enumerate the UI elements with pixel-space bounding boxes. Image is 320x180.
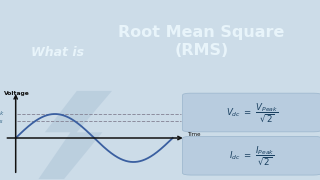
- Text: Voltage: Voltage: [4, 91, 30, 96]
- Text: $I_{dc}\ =\ \dfrac{I_{Peak}}{\sqrt{2}}$: $I_{dc}\ =\ \dfrac{I_{Peak}}{\sqrt{2}}$: [229, 144, 275, 167]
- FancyBboxPatch shape: [182, 93, 320, 132]
- Text: Time: Time: [187, 132, 200, 137]
- Text: rms: rms: [0, 118, 4, 123]
- Text: Root Mean Square
(RMS): Root Mean Square (RMS): [118, 25, 285, 58]
- Text: What is: What is: [31, 46, 84, 59]
- FancyBboxPatch shape: [182, 136, 320, 175]
- Polygon shape: [38, 91, 112, 179]
- Text: $V_{dc}\ =\ \dfrac{V_{Peak}}{\sqrt{2}}$: $V_{dc}\ =\ \dfrac{V_{Peak}}{\sqrt{2}}$: [226, 102, 278, 124]
- Text: Peak: Peak: [0, 111, 4, 116]
